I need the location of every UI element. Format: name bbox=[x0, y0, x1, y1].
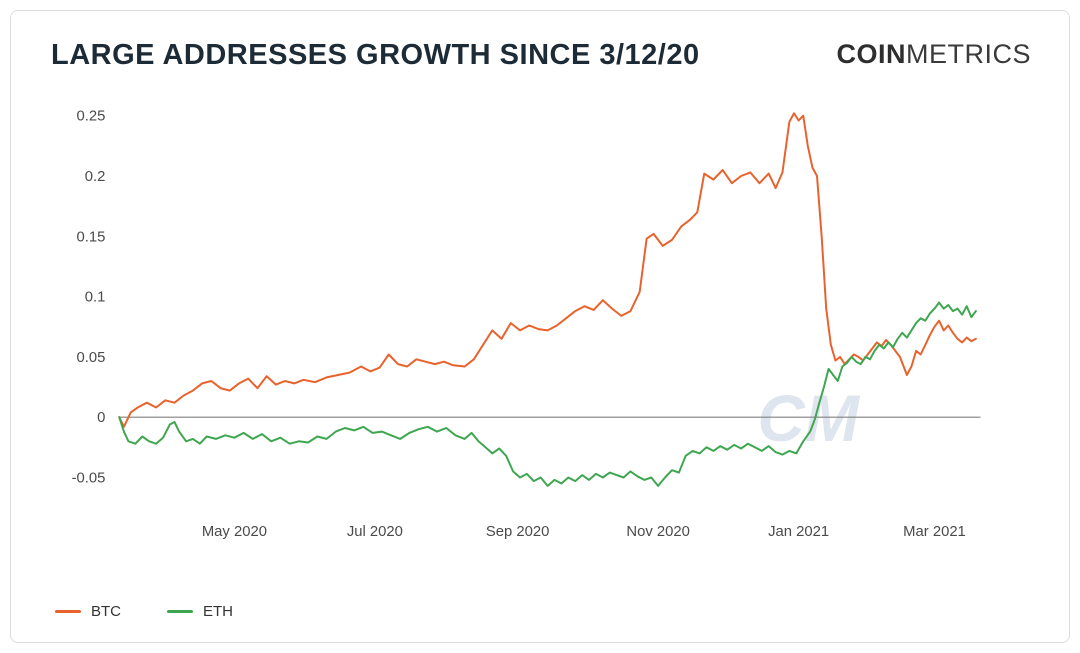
svg-text:Mar 2021: Mar 2021 bbox=[903, 523, 966, 540]
svg-text:-0.05: -0.05 bbox=[72, 469, 106, 486]
svg-text:0.2: 0.2 bbox=[85, 168, 106, 185]
svg-text:Jan 2021: Jan 2021 bbox=[768, 523, 829, 540]
legend-item-btc: BTC bbox=[55, 603, 121, 620]
svg-text:CM: CM bbox=[757, 382, 860, 455]
svg-text:0: 0 bbox=[97, 409, 105, 426]
chart-area: CM 0.25 0.2 0.15 0.1 0.05 0 -0.05 May 2020 Jul 20… bbox=[45, 78, 1035, 597]
brand-coin: COIN bbox=[836, 39, 906, 69]
legend-label-eth: ETH bbox=[203, 603, 233, 620]
btc-line-swatch bbox=[55, 610, 81, 613]
brand-logo: COINMETRICS bbox=[837, 39, 1032, 70]
legend: BTC ETH bbox=[45, 597, 1035, 628]
legend-item-eth: ETH bbox=[167, 603, 233, 620]
eth-line-swatch bbox=[167, 610, 193, 613]
svg-text:0.1: 0.1 bbox=[85, 289, 106, 306]
svg-text:0.05: 0.05 bbox=[77, 349, 106, 366]
brand-metrics: METRICS bbox=[906, 39, 1031, 69]
chart-header: LARGE ADDRESSES GROWTH SINCE 3/12/20 COI… bbox=[45, 35, 1035, 72]
svg-text:Sep 2020: Sep 2020 bbox=[486, 523, 550, 540]
svg-text:May 2020: May 2020 bbox=[202, 523, 267, 540]
legend-label-btc: BTC bbox=[91, 603, 121, 620]
chart-card: LARGE ADDRESSES GROWTH SINCE 3/12/20 COI… bbox=[10, 10, 1070, 643]
svg-text:0.25: 0.25 bbox=[77, 108, 106, 125]
svg-text:0.15: 0.15 bbox=[77, 228, 106, 245]
chart-canvas: CM 0.25 0.2 0.15 0.1 0.05 0 -0.05 May 2020 Jul 20… bbox=[72, 108, 981, 540]
svg-text:Nov 2020: Nov 2020 bbox=[626, 523, 689, 540]
svg-text:Jul 2020: Jul 2020 bbox=[347, 523, 403, 540]
chart-title: LARGE ADDRESSES GROWTH SINCE 3/12/20 bbox=[51, 39, 700, 71]
